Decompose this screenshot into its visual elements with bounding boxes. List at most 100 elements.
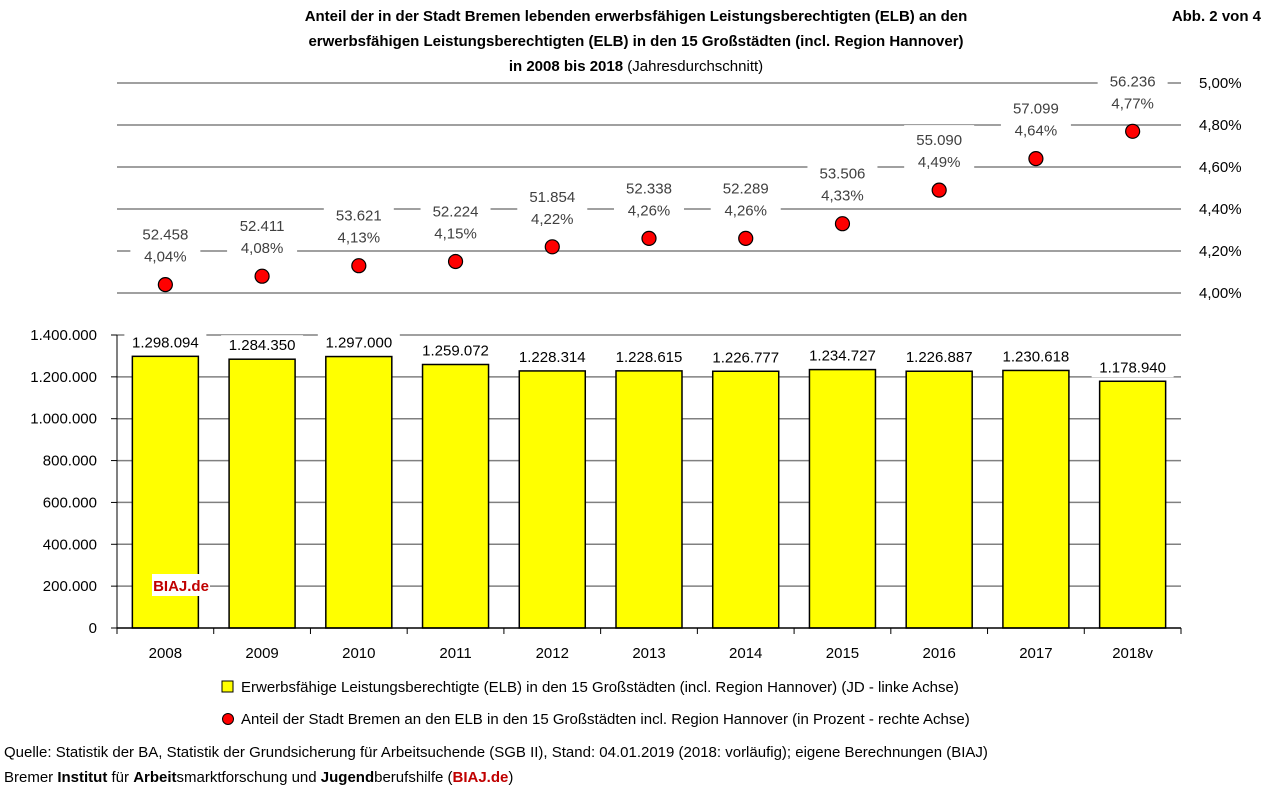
bar-series [131, 355, 1167, 629]
bar [1098, 380, 1167, 629]
left-axis-tick-label: 1.000.000 [30, 411, 97, 428]
point-value-label: 4,26% [628, 202, 671, 219]
bar [325, 355, 393, 629]
point-count-label: 57.099 [1013, 101, 1059, 118]
x-axis-tick-label: 2008 [149, 645, 182, 662]
bar-value-label: 1.230.618 [1003, 348, 1070, 365]
organization-line-part: ) [508, 769, 513, 786]
bar-label-background [511, 346, 594, 367]
point-count-label: 53.506 [820, 166, 866, 183]
point [931, 182, 947, 198]
x-axis-tick-label: 2011 [439, 645, 471, 662]
bar-label-background [608, 346, 690, 367]
point-label-background [227, 211, 298, 258]
bar-label-background [801, 345, 884, 366]
right-axis-tick-label: 5,00% [1199, 75, 1242, 92]
x-axis-tick-label: 2015 [826, 645, 859, 662]
point-label-background [130, 219, 201, 266]
figure-number: Abb. 2 von 4 [1172, 8, 1262, 25]
point-label-background [904, 125, 975, 172]
point-value-label: 4,15% [434, 226, 477, 243]
organization-line-part: Jugend [321, 769, 374, 786]
x-axis-tick-label: 2010 [342, 645, 375, 662]
point [738, 230, 754, 246]
left-axis-tick-label: 200.000 [43, 578, 97, 595]
right-axis-tick-label: 4,40% [1199, 201, 1242, 218]
bar [421, 363, 490, 629]
point-value-label: 4,33% [821, 188, 864, 205]
x-axis-tick-label: 2009 [245, 645, 278, 662]
chart-title-line-2: erwerbsfähigen Leistungsberechtigten (EL… [308, 33, 963, 50]
chart-title-line-3: in 2008 bis 2018 (Jahresdurchschnitt) [509, 58, 763, 75]
watermark-background [152, 574, 210, 596]
bar-label-background [704, 347, 787, 368]
bar-value-label: 1.298.094 [132, 334, 199, 351]
bar [518, 370, 587, 629]
legend-swatch-bars [221, 680, 234, 693]
point-count-label: 51.854 [529, 189, 575, 206]
bar-label-background [221, 335, 304, 356]
point-count-label: 53.621 [336, 208, 382, 225]
x-axis-tick-label: 2017 [1019, 645, 1052, 662]
point [641, 230, 657, 246]
bar-value-label: 1.297.000 [325, 335, 392, 352]
point-value-label: 4,13% [338, 230, 381, 247]
bar-label-background [414, 340, 497, 361]
bar-value-label: 1.234.727 [809, 348, 876, 365]
right-axis-tick-label: 4,60% [1199, 159, 1242, 176]
point-value-label: 4,77% [1111, 95, 1154, 112]
point-label-background [807, 158, 878, 205]
organization-line-part: berufshilfe ( [374, 769, 452, 786]
point-value-label: 4,04% [144, 249, 187, 266]
point [351, 258, 367, 274]
left-axis-tick-label: 400.000 [43, 536, 97, 553]
point-label-background [710, 173, 781, 220]
legend-swatch-points [222, 713, 234, 725]
bar-value-label: 1.226.887 [906, 349, 973, 366]
x-axis-tick-label: 2018v [1112, 645, 1153, 662]
point-count-label: 52.411 [240, 218, 285, 235]
point-label-background [517, 181, 588, 228]
point-label-background [420, 196, 491, 243]
x-axis-tick-label: 2016 [922, 645, 955, 662]
bar-value-label: 1.226.777 [712, 349, 779, 366]
bar-label-background [994, 346, 1077, 367]
bar [808, 368, 877, 629]
point [544, 239, 560, 255]
x-axis-tick-label: 2013 [632, 645, 665, 662]
left-axis-tick-label: 0 [89, 620, 97, 637]
organization-line-part: für [107, 769, 133, 786]
x-axis-tick-label: 2014 [729, 645, 762, 662]
organization-line-part: Arbeit [133, 769, 176, 786]
organization-line-part: BIAJ.de [453, 769, 509, 786]
point [834, 216, 851, 232]
point-count-label: 52.458 [142, 227, 188, 244]
watermark-text: BIAJ.de [153, 578, 209, 595]
organization-line-part: smarktforschung und [177, 769, 321, 786]
right-axis-tick-label: 4,80% [1199, 117, 1242, 134]
bar-value-label: 1.228.314 [519, 349, 586, 366]
point-label-background [1000, 93, 1071, 140]
point-count-label: 52.289 [723, 180, 769, 197]
point [1028, 151, 1044, 167]
point-value-label: 4,64% [1015, 123, 1058, 140]
bar-value-label: 1.284.350 [229, 337, 296, 354]
point [447, 253, 464, 270]
legend-label-points: Anteil der Stadt Bremen an den ELB in de… [241, 711, 970, 728]
right-axis-tick-label: 4,00% [1199, 285, 1242, 302]
point [254, 268, 270, 284]
legend-label-bars: Erwerbsfähige Leistungsberechtigte (ELB)… [241, 679, 959, 696]
bar [615, 370, 683, 629]
organization-line-part: Institut [57, 769, 107, 786]
axes: 4,00% 4,20% 4,40% 4,60% 4,80% 5,00% 0 200.000 40… [30, 75, 1241, 662]
left-axis-tick-label: 1.400.000 [30, 327, 97, 344]
bar-label-background [898, 347, 981, 368]
organization-line-part: Bremer [4, 769, 57, 786]
bar [228, 358, 296, 629]
point-value-label: 4,08% [241, 240, 284, 257]
point [157, 277, 173, 293]
bar-value-label: 1.259.072 [422, 342, 489, 359]
bar-label-background [317, 332, 400, 353]
right-axis-tick-label: 4,20% [1199, 243, 1242, 260]
